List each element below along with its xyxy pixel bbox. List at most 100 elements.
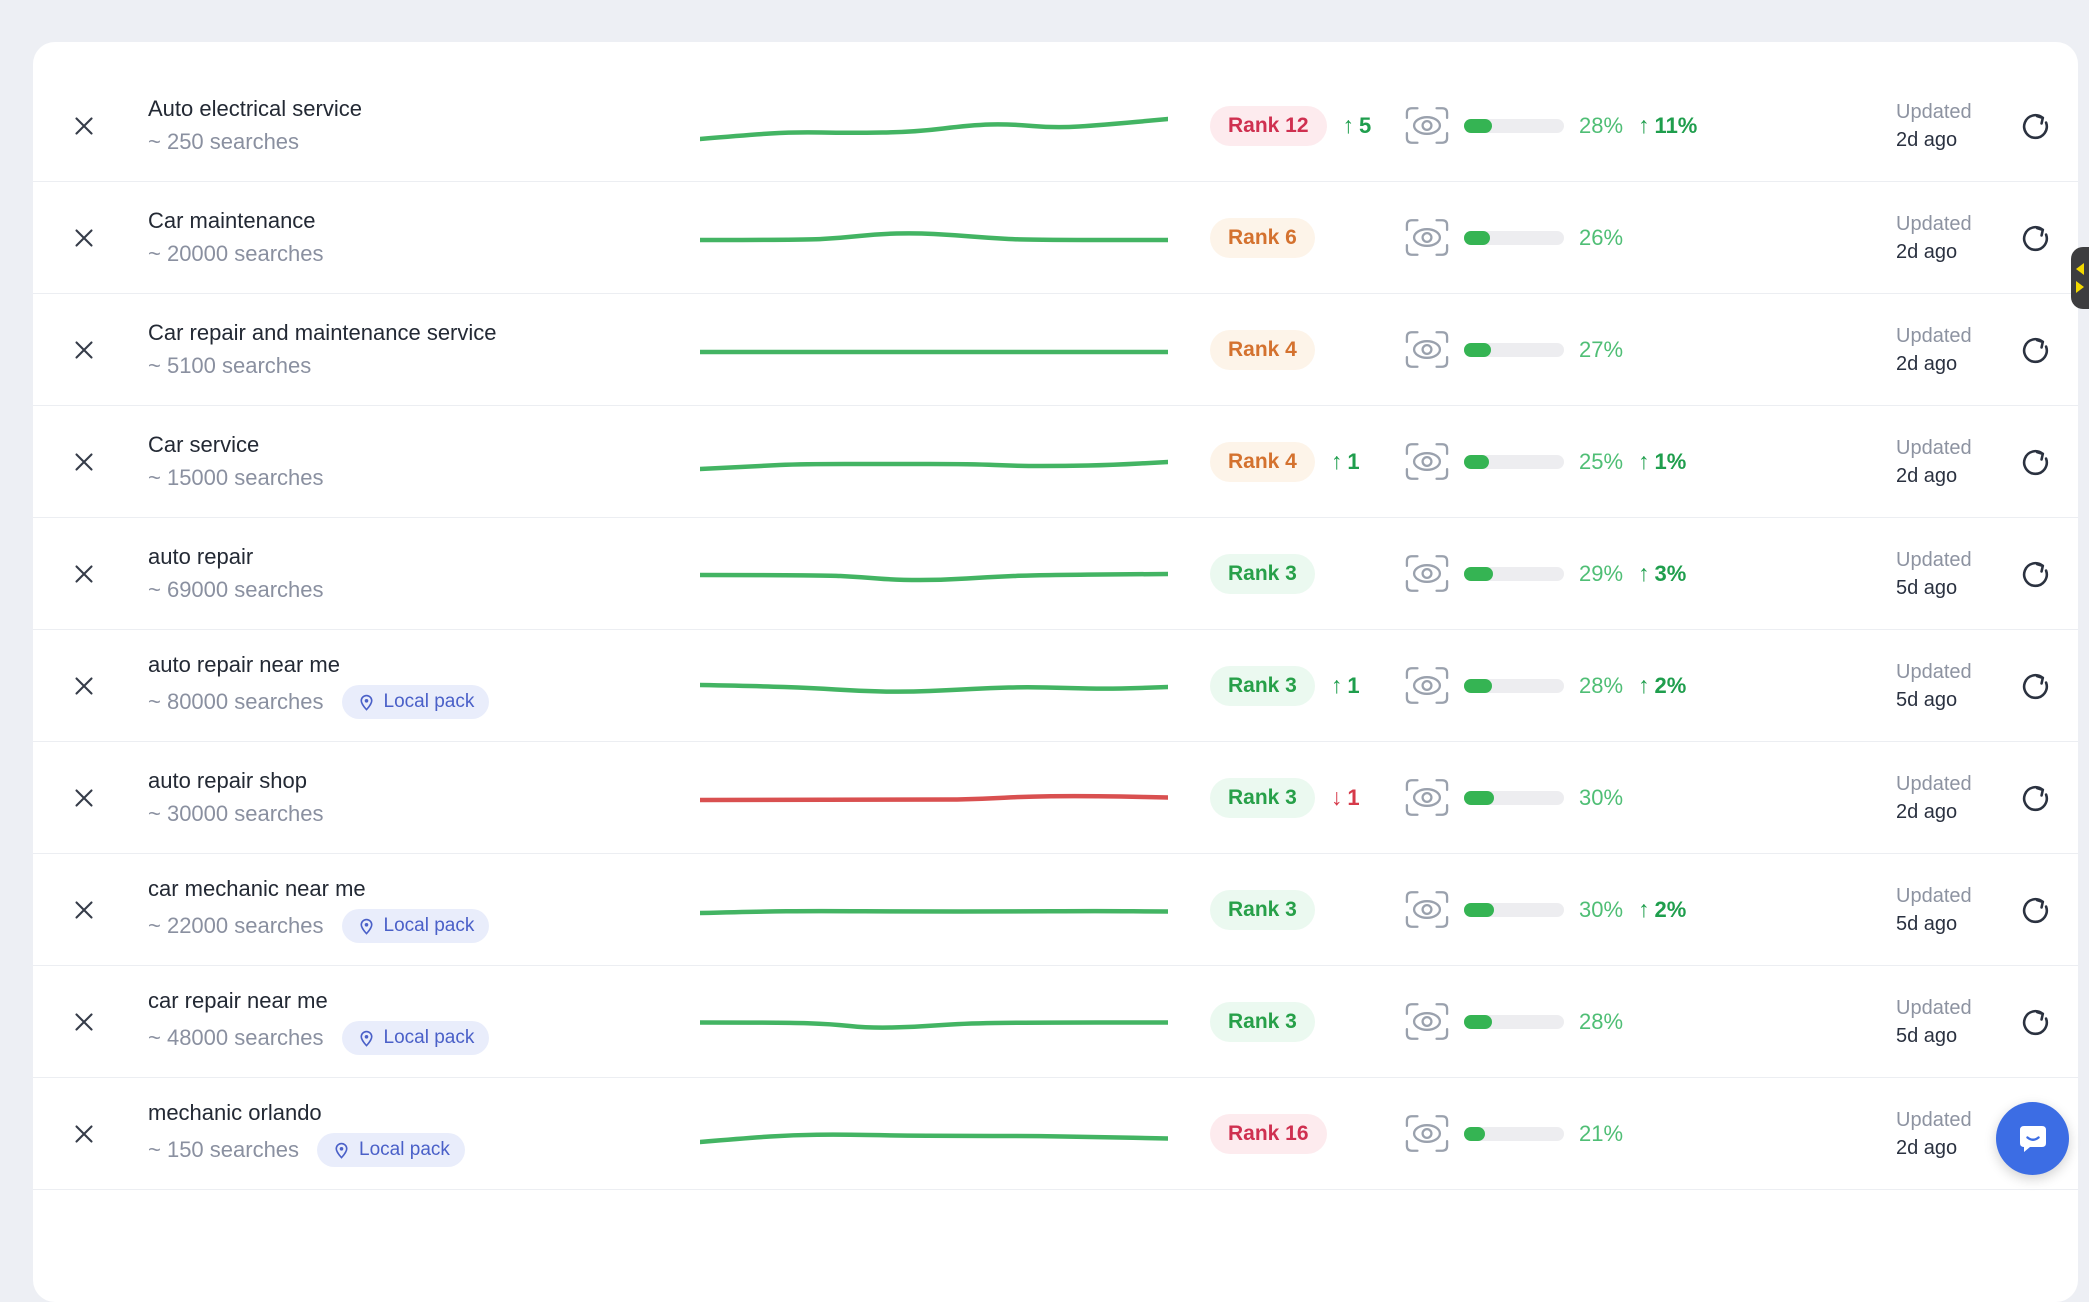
refresh-keyword-button[interactable]	[2013, 328, 2057, 372]
search-volume: ~ 48000 searches	[148, 1025, 324, 1050]
rank-badge: Rank 4	[1210, 441, 1315, 482]
keyword-meta: ~ 150 searches Local pack	[148, 1133, 700, 1167]
refresh-icon	[2022, 225, 2048, 252]
rank-badge: Rank 12	[1210, 105, 1327, 146]
remove-cell	[33, 669, 148, 703]
keyword-meta: ~ 20000 searches Local pack	[148, 241, 700, 267]
refresh-icon	[2022, 113, 2048, 140]
refresh-keyword-button[interactable]	[2013, 776, 2057, 820]
keyword-meta: ~ 5100 searches Local pack	[148, 353, 700, 379]
keyword-name[interactable]: auto repair near me	[148, 652, 340, 677]
visibility-percent: 29%	[1579, 560, 1624, 586]
sparkline-chart	[700, 1019, 1168, 1030]
updated-cell: Updated 2d ago	[1896, 322, 1992, 378]
remove-keyword-button[interactable]	[67, 781, 101, 815]
rank-change-arrow-icon: ↑	[1330, 448, 1343, 474]
visibility-change: ↑ 3%	[1638, 560, 1686, 587]
keyword-name[interactable]: auto repair	[148, 544, 254, 569]
keyword-name[interactable]: auto repair shop	[148, 768, 307, 793]
visibility-eye-icon	[1405, 1003, 1449, 1040]
rank-cell: Rank 4 ↑ 1	[1168, 441, 1405, 482]
refresh-keyword-button[interactable]	[2013, 664, 2057, 708]
visibility-progress-fill	[1464, 902, 1494, 917]
refresh-cell	[1992, 328, 2078, 372]
visibility-eye-icon	[1405, 107, 1449, 144]
remove-keyword-button[interactable]	[67, 333, 101, 367]
chat-widget-button[interactable]	[1996, 1102, 2069, 1175]
keyword-cell: Car service ~ 15000 searches Local pack	[148, 432, 700, 491]
rank-badge: Rank 3	[1210, 889, 1315, 930]
remove-keyword-button[interactable]	[67, 669, 101, 703]
local-pack-badge: Local pack	[341, 1021, 490, 1055]
keyword-name[interactable]: car mechanic near me	[148, 876, 366, 901]
keyword-name[interactable]: Car service	[148, 432, 260, 457]
search-volume: ~ 15000 searches	[148, 465, 324, 490]
trend-sparkline	[700, 328, 1168, 372]
search-volume: ~ 30000 searches	[148, 801, 324, 826]
refresh-icon	[2022, 449, 2048, 476]
rank-cell: Rank 4	[1168, 329, 1405, 370]
side-panel-toggle[interactable]	[2071, 247, 2089, 309]
refresh-keyword-button[interactable]	[2013, 888, 2057, 932]
remove-keyword-button[interactable]	[67, 1117, 101, 1151]
search-volume: ~ 5100 searches	[148, 353, 312, 378]
remove-keyword-button[interactable]	[67, 557, 101, 591]
table-row: car repair near me ~ 48000 searches Loca…	[33, 966, 2078, 1078]
visibility-progress-bar	[1464, 566, 1564, 581]
updated-cell: Updated 2d ago	[1896, 98, 1992, 154]
updated-label: Updated	[1896, 1108, 1972, 1131]
remove-cell	[33, 333, 148, 367]
sparkline-chart	[700, 571, 1168, 582]
visibility-cell: 25% ↑ 1%	[1405, 441, 1773, 482]
visibility-eye-icon	[1405, 667, 1449, 704]
visibility-progress-bar	[1464, 118, 1564, 133]
refresh-icon	[2022, 785, 2048, 812]
remove-keyword-button[interactable]	[67, 1005, 101, 1039]
table-row: Auto electrical service ~ 250 searches L…	[33, 70, 2078, 182]
refresh-icon	[2022, 1009, 2048, 1036]
refresh-keyword-button[interactable]	[2013, 552, 2057, 596]
keyword-name[interactable]: car repair near me	[148, 988, 328, 1013]
keyword-name[interactable]: Auto electrical service	[148, 96, 362, 121]
search-volume: ~ 150 searches	[148, 1137, 300, 1162]
sparkline-chart	[700, 682, 1168, 694]
sparkline-chart	[700, 908, 1168, 915]
location-pin-icon	[359, 694, 373, 711]
visibility-eye-icon	[1405, 891, 1449, 928]
chevron-right-icon	[2076, 281, 2084, 293]
keyword-name[interactable]: Car maintenance	[148, 208, 316, 233]
updated-cell: Updated 2d ago	[1896, 1106, 1992, 1162]
updated-cell: Updated 2d ago	[1896, 434, 1992, 490]
rank-change: ↑ 1	[1331, 672, 1360, 699]
remove-keyword-button[interactable]	[67, 221, 101, 255]
keyword-name[interactable]: Car repair and maintenance service	[148, 320, 497, 345]
keyword-name[interactable]: mechanic orlando	[148, 1100, 322, 1125]
keyword-cell: Car repair and maintenance service ~ 510…	[148, 320, 700, 379]
remove-keyword-button[interactable]	[67, 445, 101, 479]
updated-label: Updated	[1896, 884, 1972, 907]
visibility-progress-bar	[1464, 902, 1564, 917]
visibility-progress-bar	[1464, 230, 1564, 245]
visibility-cell: 27%	[1405, 329, 1773, 370]
visibility-percent: 30%	[1579, 784, 1624, 810]
visibility-progress-fill	[1464, 342, 1491, 357]
remove-cell	[33, 1117, 148, 1151]
remove-keyword-button[interactable]	[67, 109, 101, 143]
updated-label: Updated	[1896, 212, 1972, 235]
rank-change-arrow-icon: ↑	[1330, 672, 1343, 698]
refresh-keyword-button[interactable]	[2013, 216, 2057, 260]
chat-bubble-icon	[2019, 1125, 2046, 1152]
refresh-icon	[2022, 673, 2048, 700]
visibility-progress-bar	[1464, 790, 1564, 805]
updated-ago: 2d ago	[1896, 352, 1958, 375]
close-icon	[75, 340, 93, 359]
visibility-eye-icon	[1405, 443, 1449, 480]
rank-cell: Rank 16	[1168, 1113, 1405, 1154]
table-row: Car service ~ 15000 searches Local pack …	[33, 406, 2078, 518]
keyword-cell: car mechanic near me ~ 22000 searches Lo…	[148, 876, 700, 943]
refresh-keyword-button[interactable]	[2013, 1000, 2057, 1044]
remove-keyword-button[interactable]	[67, 893, 101, 927]
refresh-cell	[1992, 776, 2078, 820]
refresh-keyword-button[interactable]	[2013, 440, 2057, 484]
refresh-keyword-button[interactable]	[2013, 104, 2057, 148]
